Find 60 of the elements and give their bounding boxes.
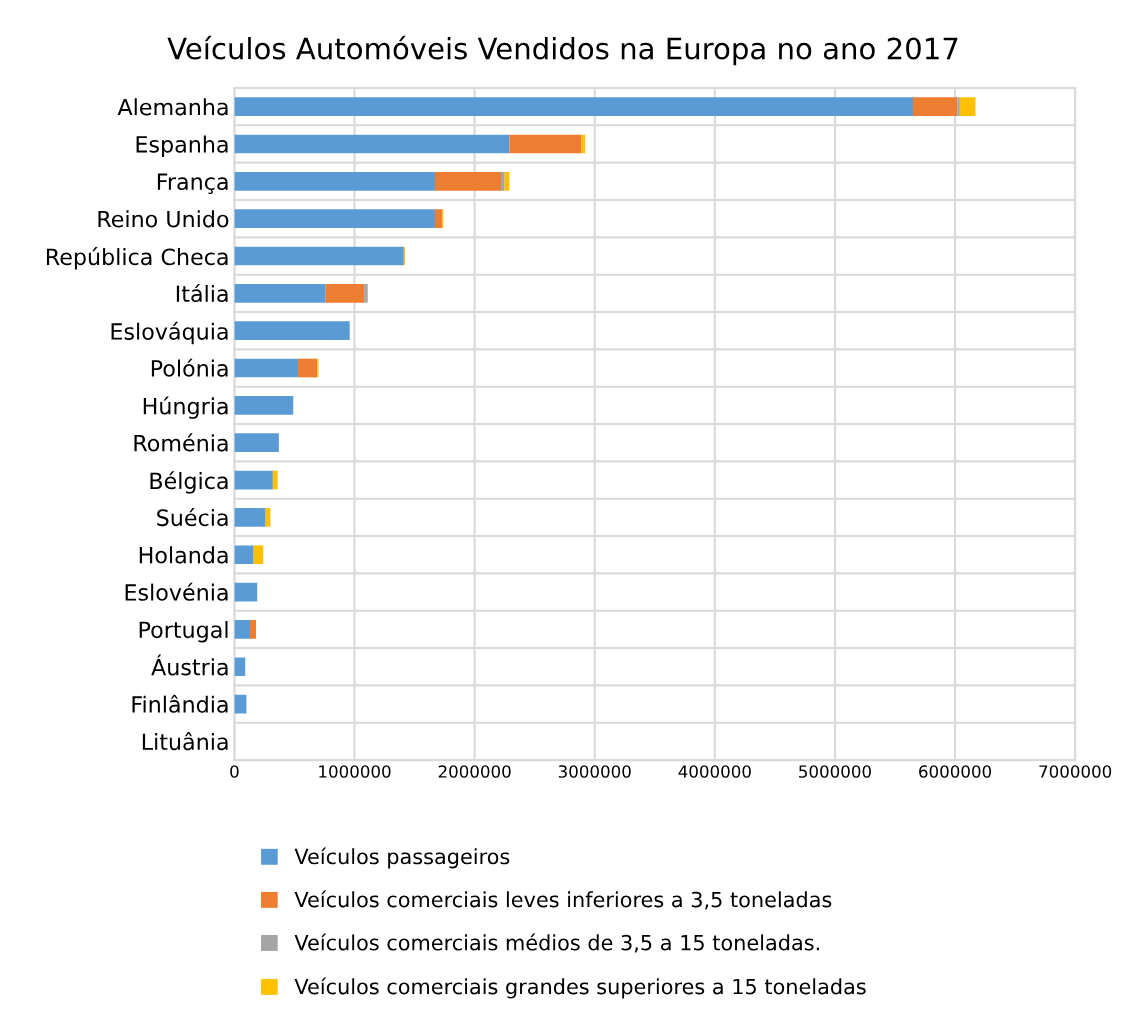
y-tick-label: Holanda	[139, 546, 228, 564]
bar	[250, 620, 257, 639]
chart-title: Veículos Automóveis Vendidos na Europa no ano 2017	[167, 35, 958, 66]
x-tick-label: 3000000	[558, 765, 631, 778]
y-tick-label: Lituânia	[142, 732, 228, 751]
y-tick-label: Portugal	[139, 620, 228, 643]
y-tick-label: Reino Unido	[98, 210, 229, 228]
bar	[234, 134, 510, 154]
bar	[913, 97, 958, 116]
bar	[234, 284, 326, 303]
bar	[234, 396, 294, 415]
bar	[364, 284, 368, 303]
x-tick-label: 2000000	[438, 765, 511, 778]
bar	[234, 508, 266, 527]
y-tick-label: Húngria	[143, 396, 228, 419]
legend-label: Veículos passageiros	[294, 847, 510, 869]
x-tick-label: 7000000	[1039, 765, 1112, 778]
bar	[434, 171, 502, 191]
y-tick-label: França	[157, 173, 228, 195]
y-tick-label: Finlândia	[132, 694, 228, 713]
y-tick-label: República Checa	[46, 247, 228, 270]
bar	[234, 582, 258, 602]
legend-label: Veículos comerciais leves inferiores a 3,5 toneladas	[294, 890, 832, 910]
bar	[509, 134, 582, 154]
bar	[234, 171, 435, 191]
bar	[325, 284, 365, 303]
y-tick-label: Suécia	[157, 508, 228, 527]
y-tick-label: Áustria	[151, 654, 228, 676]
y-tick-label: Eslovénia	[125, 582, 228, 601]
x-tick-label: 1000000	[319, 765, 391, 778]
bar	[234, 246, 404, 266]
bar	[234, 620, 251, 639]
y-tick-label: Bélgica	[150, 471, 228, 494]
x-tick-label: 0	[230, 765, 239, 778]
y-tick-label: Alemanha	[117, 98, 228, 116]
bar	[234, 433, 279, 453]
bar	[253, 545, 264, 565]
bar	[234, 358, 299, 378]
bar	[959, 97, 976, 116]
x-tick-label: 4000000	[678, 765, 751, 778]
bar	[234, 321, 350, 341]
x-tick-label: 5000000	[799, 765, 871, 778]
bar	[272, 470, 278, 490]
bar	[234, 657, 246, 677]
bar	[298, 358, 318, 378]
y-tick-label: Roménia	[134, 433, 228, 452]
bar	[234, 545, 254, 565]
bar	[957, 97, 960, 116]
y-tick-label: Espanha	[136, 135, 228, 158]
bar	[234, 470, 273, 490]
bar	[234, 209, 435, 228]
x-tick-label: 6000000	[919, 765, 992, 778]
bar	[434, 209, 443, 228]
legend-label: Veículos comerciais médios de 3,5 a 15 toneladas.	[294, 933, 819, 953]
y-tick-label: Eslováquia	[111, 321, 228, 345]
y-tick-label: Itália	[176, 284, 228, 303]
y-tick-label: Polónia	[151, 358, 228, 377]
legend-label: Veículos comerciais grandes superiores a 15 toneladas	[294, 977, 866, 999]
bar	[501, 171, 505, 191]
bar	[234, 97, 914, 116]
